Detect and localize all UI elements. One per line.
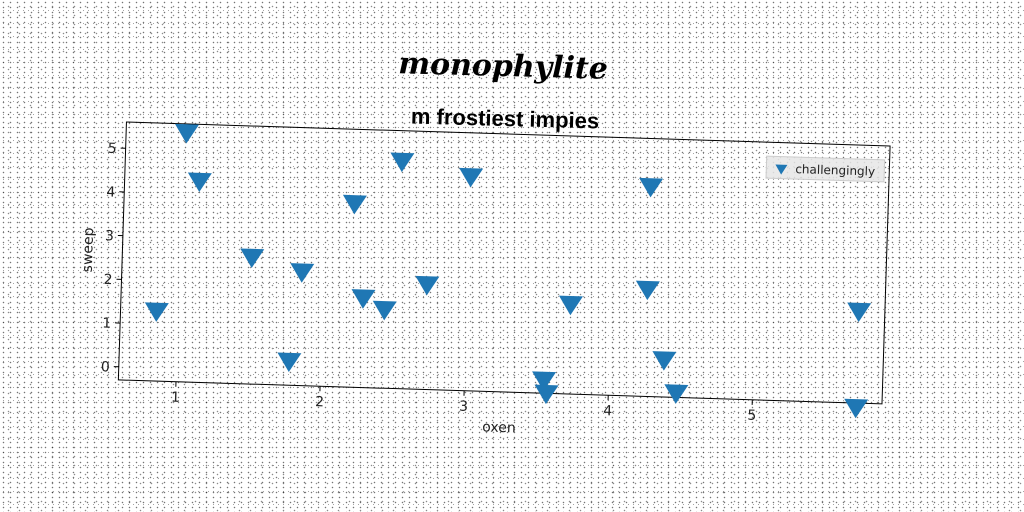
x-tick-label: 4 <box>603 403 612 419</box>
data-point <box>240 248 265 269</box>
data-point <box>174 123 199 144</box>
y-tick-label: 3 <box>105 228 114 244</box>
chart-title: monophylite <box>398 46 608 86</box>
legend-marker <box>775 164 788 175</box>
data-point <box>639 177 664 198</box>
chart-subtitle: m frostiest impies <box>411 104 600 134</box>
y-tick-label: 1 <box>102 316 111 332</box>
data-point <box>144 302 169 322</box>
y-axis-label: sweep <box>80 227 97 272</box>
data-points <box>144 123 872 419</box>
data-point <box>635 280 660 301</box>
data-point <box>372 300 397 321</box>
axis-ticks: 1 2 3 4 5 0 1 2 3 4 5 <box>101 141 757 424</box>
x-tick-label: 5 <box>747 408 756 424</box>
data-point <box>351 289 376 309</box>
legend-label: challengingly <box>795 162 875 179</box>
data-point <box>415 275 440 296</box>
data-point <box>277 352 302 373</box>
data-point <box>664 384 689 404</box>
plot-frame <box>117 121 891 405</box>
data-point <box>532 371 557 391</box>
data-point <box>459 167 484 188</box>
y-tick-label: 4 <box>106 184 115 200</box>
y-tick-label: 0 <box>101 359 110 375</box>
data-point <box>558 295 583 316</box>
data-point <box>342 194 367 215</box>
data-point <box>534 384 559 405</box>
data-point <box>652 351 677 371</box>
legend-box <box>765 155 886 183</box>
data-point <box>847 302 872 323</box>
y-tick-label: 2 <box>103 272 112 288</box>
y-tick-label: 5 <box>107 141 116 157</box>
x-tick-label: 1 <box>171 390 180 406</box>
data-point <box>390 152 415 173</box>
data-point <box>290 263 315 283</box>
x-axis-label: oxen <box>482 419 516 436</box>
plot-area: 1 2 3 4 5 0 1 2 3 4 5 challengingly oxen sweep <box>80 121 891 436</box>
x-tick-label: 3 <box>459 399 468 415</box>
legend: challengingly <box>765 155 886 183</box>
data-point <box>844 398 869 419</box>
data-point <box>187 172 212 193</box>
x-tick-label: 2 <box>315 394 324 410</box>
